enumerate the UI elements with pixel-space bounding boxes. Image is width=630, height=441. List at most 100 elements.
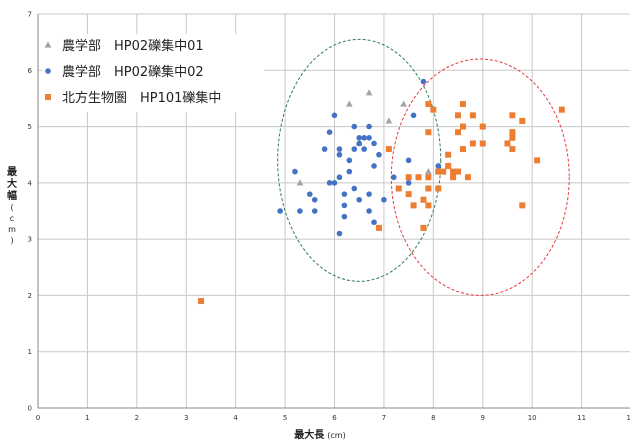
y-tick-label: 2 xyxy=(28,292,32,300)
circle-point xyxy=(366,135,372,141)
circle-point xyxy=(297,208,303,214)
circle-point xyxy=(277,208,283,214)
square-point xyxy=(445,162,452,169)
circle-point xyxy=(371,219,377,226)
circle-point xyxy=(366,191,372,197)
legend-background xyxy=(42,34,264,112)
circle-point xyxy=(341,202,348,209)
y-axis-label: 最大幅 xyxy=(7,166,18,202)
circle-point xyxy=(326,180,333,186)
x-tick-label: 4 xyxy=(233,414,238,422)
square-point xyxy=(410,202,417,209)
circle-point xyxy=(336,230,343,237)
circle-point xyxy=(292,168,298,175)
circle-point xyxy=(381,196,387,203)
x-tick-label: 9 xyxy=(481,414,485,422)
circle-point xyxy=(351,185,358,192)
x-axis-title: 最大長 (cm) xyxy=(294,428,345,441)
square-point xyxy=(420,224,427,231)
square-point xyxy=(534,157,541,164)
x-tick-label: 11 xyxy=(577,414,586,422)
y-tick-label: 1 xyxy=(28,348,32,356)
square-point xyxy=(450,168,457,175)
x-tick-label: 5 xyxy=(283,414,287,422)
x-tick-label: 7 xyxy=(382,414,386,422)
square-point xyxy=(519,202,526,209)
legend-entry-label: 農学部 HP02礫集中01 xyxy=(62,38,204,54)
legend-entry-label: 北方生物圏 HP101礫集中 xyxy=(62,90,221,106)
triangle-point xyxy=(296,179,304,186)
y-axis-unit: (c m) xyxy=(8,203,16,245)
square-point xyxy=(455,129,462,136)
circle-point xyxy=(356,135,363,141)
circle-point xyxy=(336,151,343,158)
square-point xyxy=(420,196,427,203)
x-axis-unit: (cm) xyxy=(327,431,345,440)
x-tick-label: 3 xyxy=(184,414,188,422)
square-point xyxy=(440,168,447,175)
circle-point xyxy=(371,140,377,147)
x-axis-label: 最大長 xyxy=(294,428,325,441)
square-point xyxy=(455,168,462,175)
circle-point xyxy=(341,191,348,197)
triangle-point xyxy=(345,100,353,107)
y-tick-label: 6 xyxy=(28,67,33,75)
triangle-point xyxy=(365,89,373,96)
legend-marker-square xyxy=(45,94,51,100)
legend-entry-label: 農学部 HP02礫集中02 xyxy=(62,64,204,80)
cluster-ellipse-1 xyxy=(277,38,442,282)
square-point xyxy=(519,117,526,124)
y-axis-title: 最大幅(c m) xyxy=(7,166,18,245)
circle-point xyxy=(346,157,353,164)
square-point xyxy=(450,174,457,181)
square-point xyxy=(479,123,486,130)
square-point xyxy=(504,140,511,147)
circle-point xyxy=(326,129,333,135)
circle-point xyxy=(420,78,427,85)
square-point xyxy=(435,185,442,192)
circle-point xyxy=(306,191,313,197)
x-tick-label: 10 xyxy=(528,414,537,422)
square-point xyxy=(425,185,432,192)
circle-point xyxy=(366,208,372,214)
axes xyxy=(37,14,630,409)
x-tick-label: 6 xyxy=(332,414,337,422)
square-point xyxy=(469,140,476,147)
square-point xyxy=(445,151,452,158)
triangle-point xyxy=(385,117,393,124)
circle-point xyxy=(366,123,372,130)
cluster-ellipses xyxy=(277,38,570,296)
circle-point xyxy=(356,140,363,147)
square-point xyxy=(479,140,486,147)
circle-point xyxy=(311,208,318,214)
square-point xyxy=(509,129,516,136)
legend-marker-circle xyxy=(45,68,51,74)
y-tick-label: 0 xyxy=(28,405,32,413)
circle-point xyxy=(376,151,382,158)
circle-point xyxy=(331,180,338,186)
square-point xyxy=(395,185,402,192)
circle-point xyxy=(361,135,367,141)
circle-point xyxy=(391,174,397,181)
circle-point xyxy=(331,112,338,119)
y-tick-label: 5 xyxy=(28,123,32,131)
square-point xyxy=(509,146,516,153)
x-tick-label: 2 xyxy=(135,414,139,422)
square-point xyxy=(375,224,382,231)
triangle-point xyxy=(400,100,408,107)
tick-labels: 012345678910111201234567 xyxy=(28,11,630,423)
circle-point xyxy=(371,163,377,169)
circle-point xyxy=(321,146,328,152)
legend-marker-triangle xyxy=(44,41,52,48)
circle-point xyxy=(336,174,343,181)
square-point xyxy=(469,112,476,119)
square-point xyxy=(405,191,412,198)
x-tick-label: 8 xyxy=(431,414,435,422)
square-point xyxy=(405,174,412,181)
circle-point xyxy=(405,180,412,186)
square-point xyxy=(509,134,516,141)
square-point xyxy=(415,174,422,181)
x-tick-label: 12 xyxy=(627,414,630,422)
square-point xyxy=(464,174,471,181)
